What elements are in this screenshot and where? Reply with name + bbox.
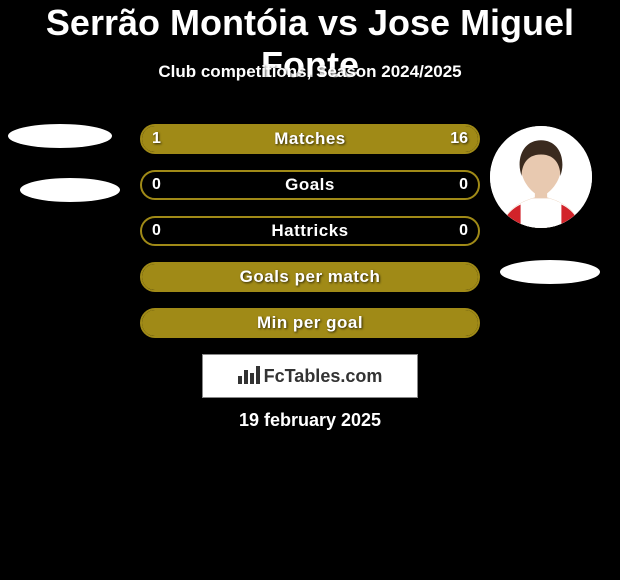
player-right-shadow [500, 260, 600, 284]
fctables-logo: FcTables.com [202, 354, 418, 398]
stat-bar-track [140, 262, 480, 292]
stat-bar-fill-left [142, 126, 162, 152]
stat-bar-track [140, 308, 480, 338]
stat-bar-fill-left [142, 310, 478, 336]
stat-bar-track [140, 216, 480, 246]
bar-chart-icon [238, 364, 260, 389]
stat-bar-track [140, 170, 480, 200]
stat-bar: Goals per match [140, 262, 480, 292]
player-portrait-icon [490, 126, 592, 228]
stat-bar-fill-right [162, 126, 478, 152]
subtitle: Club competitions, Season 2024/2025 [0, 62, 620, 82]
stat-bar: Hattricks00 [140, 216, 480, 246]
stat-bar-track [140, 124, 480, 154]
player-left-avatar [8, 124, 112, 148]
logo-text: FcTables.com [264, 366, 383, 387]
stat-bar: Goals00 [140, 170, 480, 200]
player-right-avatar [490, 126, 592, 228]
stat-bar-fill-left [142, 264, 478, 290]
comparison-infographic: Serrão Montóia vs Jose Miguel Fonte Club… [0, 0, 620, 580]
stat-bar: Min per goal [140, 308, 480, 338]
player-left-shadow [20, 178, 120, 202]
stat-bar: Matches116 [140, 124, 480, 154]
date-caption: 19 february 2025 [0, 410, 620, 431]
